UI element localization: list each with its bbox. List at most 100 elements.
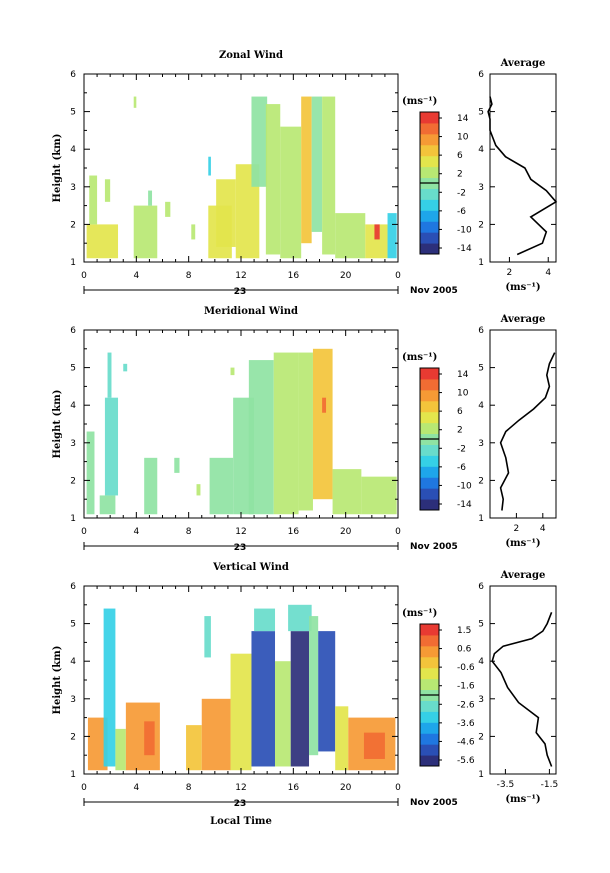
average-y-tick-label: 1 bbox=[478, 258, 484, 268]
heatmap-cell bbox=[363, 732, 385, 759]
colorbar-swatch bbox=[420, 645, 439, 658]
colorbar-swatch bbox=[420, 466, 439, 478]
average-title: Average bbox=[500, 314, 546, 325]
colorbar-tick-label: -1.6 bbox=[457, 682, 475, 692]
heatmap-cell bbox=[87, 717, 108, 771]
colorbar-swatch bbox=[420, 133, 439, 146]
colorbar-swatch bbox=[420, 243, 439, 255]
colorbar-tick-label: 2 bbox=[457, 426, 463, 436]
colorbar-swatch bbox=[420, 755, 439, 767]
x-tick-label: 4 bbox=[133, 271, 139, 281]
colorbar-tick-label: 6 bbox=[457, 407, 463, 417]
date-label: Nov 2005 bbox=[410, 542, 458, 552]
heatmap-cell bbox=[144, 721, 155, 756]
colorbar-swatch bbox=[420, 122, 439, 135]
y-tick-label: 4 bbox=[70, 401, 76, 411]
heatmap-cell bbox=[148, 190, 153, 206]
colorbar-tick-label: -14 bbox=[457, 500, 472, 510]
y-tick-label: 5 bbox=[70, 364, 76, 374]
average-x-tick-label: 4 bbox=[540, 524, 546, 534]
heatmap-cell bbox=[133, 96, 137, 108]
heatmap-cell bbox=[204, 616, 211, 658]
heatmap-cell bbox=[230, 653, 252, 771]
heatmap-cell bbox=[248, 360, 274, 515]
y-tick-label: 2 bbox=[70, 220, 76, 230]
colorbar-tick-label: -2.6 bbox=[457, 700, 475, 710]
colorbar-tick-label: -2 bbox=[457, 188, 466, 198]
average-x-tick-label: -1.5 bbox=[541, 780, 559, 790]
colorbar-swatch bbox=[420, 411, 439, 424]
heatmap-cell bbox=[86, 224, 119, 259]
colorbar-tick-label: -10 bbox=[457, 481, 472, 491]
colorbar-unit-label: (ms⁻¹) bbox=[402, 352, 437, 363]
colorbar-tick-label: -10 bbox=[457, 225, 472, 235]
average-y-tick-label: 3 bbox=[478, 695, 484, 705]
heatmap-cell bbox=[374, 224, 380, 240]
x-tick-label: 0 bbox=[81, 271, 87, 281]
colorbar-swatch bbox=[420, 477, 439, 489]
colorbar-tick-label: 14 bbox=[457, 114, 469, 124]
colorbar-swatch bbox=[420, 488, 439, 500]
colorbar-swatch bbox=[420, 733, 439, 745]
average-y-tick-label: 4 bbox=[478, 657, 484, 667]
heatmap-cell bbox=[322, 397, 327, 413]
heatmap-cell bbox=[387, 213, 397, 259]
heatmap-cell bbox=[107, 352, 112, 398]
y-tick-label: 4 bbox=[70, 657, 76, 667]
y-tick-label: 1 bbox=[70, 770, 76, 780]
date-label: Nov 2005 bbox=[410, 798, 458, 808]
heatmap-cell bbox=[125, 702, 160, 771]
average-y-tick-label: 5 bbox=[478, 364, 484, 374]
colorbar-swatch bbox=[420, 711, 439, 723]
colorbar-tick-label: -2 bbox=[457, 444, 466, 454]
colorbar-swatch bbox=[420, 678, 439, 691]
colorbar-tick-label: 6 bbox=[457, 151, 463, 161]
x-tick-label: 20 bbox=[340, 271, 352, 281]
average-y-tick-label: 6 bbox=[478, 70, 484, 80]
x-tick-label: 0 bbox=[395, 527, 401, 537]
heatmap-cell bbox=[201, 698, 231, 771]
colorbar-tick-label: -6 bbox=[457, 207, 466, 217]
average-x-tick-label: 2 bbox=[514, 524, 520, 534]
colorbar-swatch bbox=[420, 378, 439, 391]
heatmap-cell bbox=[265, 104, 281, 255]
average-y-tick-label: 2 bbox=[478, 220, 484, 230]
heatmap-cell bbox=[301, 96, 312, 244]
average-y-tick-label: 1 bbox=[478, 770, 484, 780]
y-tick-label: 5 bbox=[70, 108, 76, 118]
colorbar-swatch bbox=[420, 444, 439, 456]
heatmap-cell bbox=[86, 431, 95, 515]
heatmap-cell bbox=[191, 224, 196, 240]
colorbar-swatch bbox=[420, 188, 439, 200]
colorbar-swatch bbox=[420, 634, 439, 647]
average-x-label: (ms⁻¹) bbox=[505, 282, 540, 293]
colorbar-swatch bbox=[420, 368, 439, 380]
heatmap-cell bbox=[235, 164, 260, 259]
y-tick-label: 2 bbox=[70, 732, 76, 742]
heatmap-cell bbox=[216, 179, 236, 247]
heatmap-cell bbox=[103, 608, 116, 767]
average-y-tick-label: 6 bbox=[478, 326, 484, 336]
heatmap-cell bbox=[230, 367, 235, 376]
colorbar-swatch bbox=[420, 744, 439, 756]
y-axis-label: Height (km) bbox=[52, 134, 63, 203]
heatmap-cell bbox=[99, 495, 116, 515]
colorbar-swatch bbox=[420, 624, 439, 636]
heatmap-cell bbox=[318, 631, 336, 752]
y-tick-label: 1 bbox=[70, 258, 76, 268]
colorbar-swatch bbox=[420, 499, 439, 511]
heatmap-cell bbox=[309, 616, 319, 756]
heatmap-cell bbox=[312, 348, 333, 500]
x-tick-label: 8 bbox=[186, 783, 192, 793]
heatmap-cell bbox=[196, 484, 201, 496]
colorbar-swatch bbox=[420, 400, 439, 413]
heatmap-cell bbox=[104, 397, 119, 496]
average-x-tick-label: 2 bbox=[507, 268, 513, 278]
colorbar-tick-label: 0.6 bbox=[457, 645, 472, 655]
average-y-tick-label: 5 bbox=[478, 108, 484, 118]
heatmap-cell bbox=[290, 631, 310, 767]
colorbar-tick-label: 14 bbox=[457, 370, 469, 380]
